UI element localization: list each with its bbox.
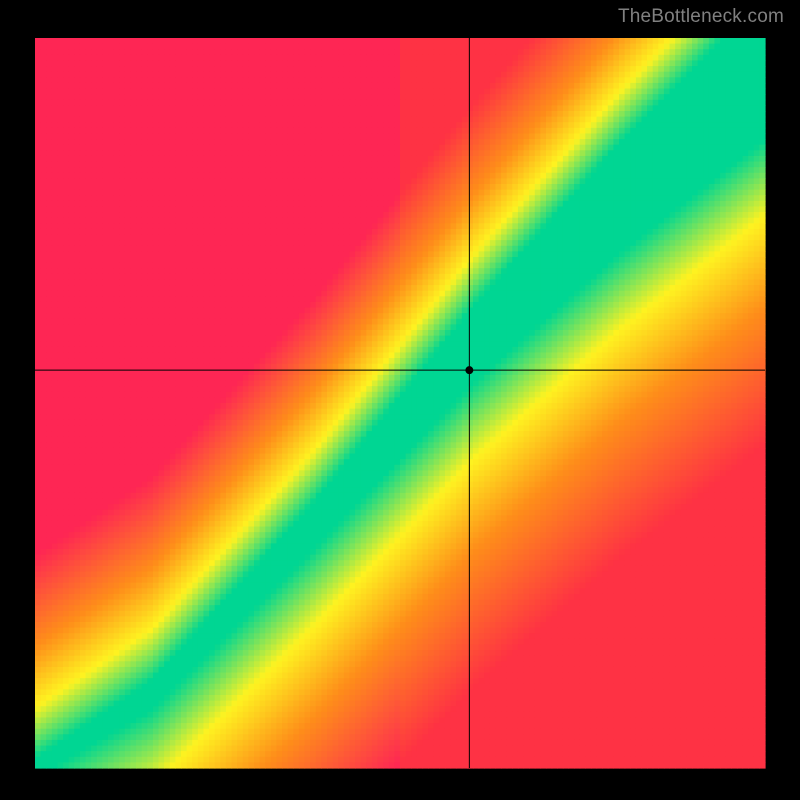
attribution-text: TheBottleneck.com [618, 6, 784, 28]
bottleneck-heatmap [0, 0, 800, 800]
chart-container: TheBottleneck.com [0, 0, 800, 800]
